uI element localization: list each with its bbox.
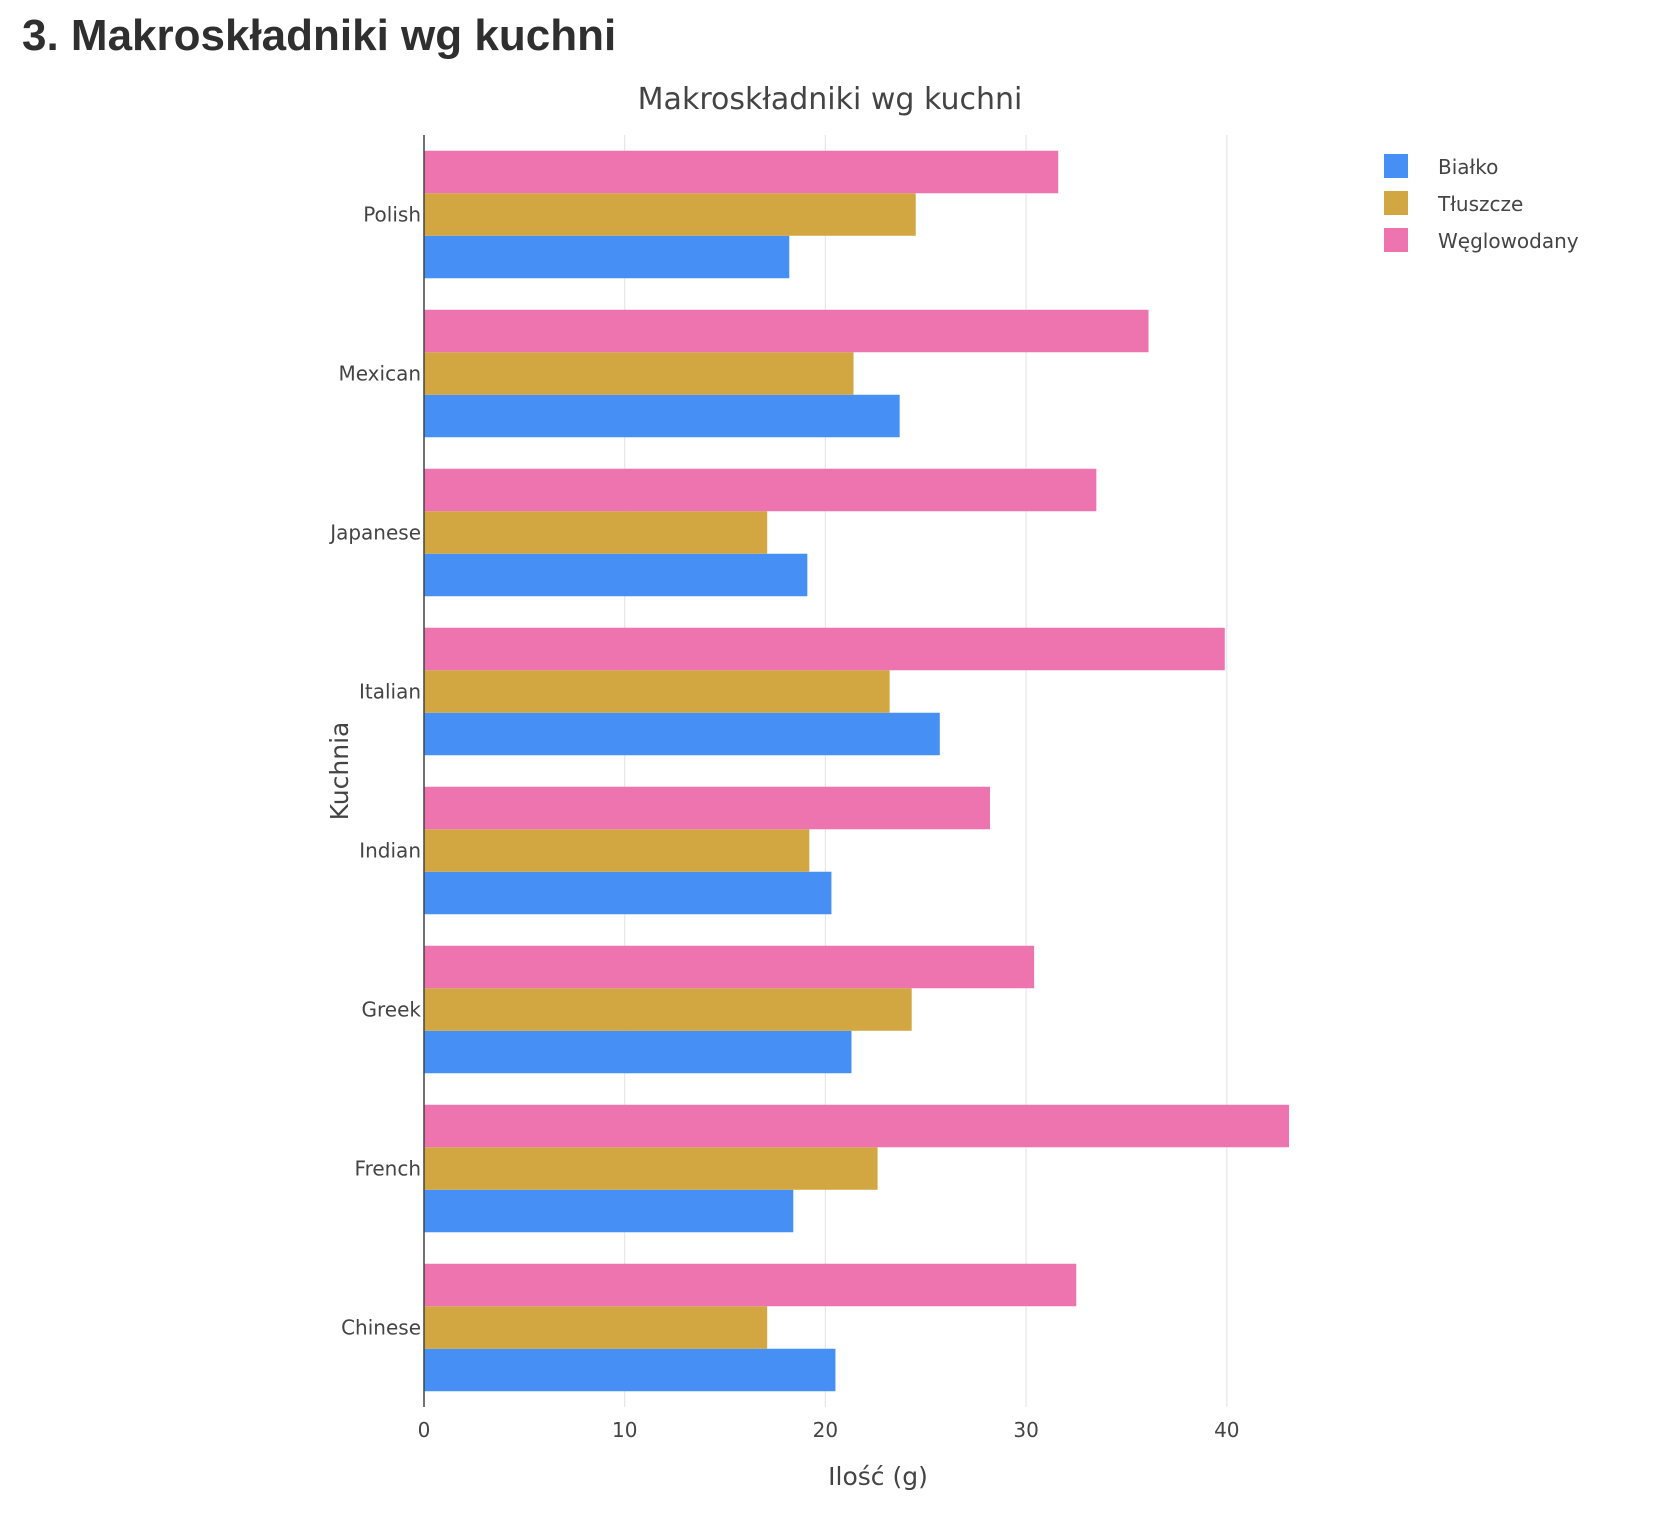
bar-białko[interactable]	[424, 871, 832, 915]
x-tick-label: 40	[1214, 1418, 1239, 1442]
bar-tłuszcze[interactable]	[424, 193, 916, 236]
bar-węglowodany[interactable]	[424, 468, 1097, 512]
bar-białko[interactable]	[424, 1348, 836, 1392]
bar-tłuszcze[interactable]	[424, 352, 854, 395]
y-tick-label: Indian	[359, 839, 421, 863]
x-tick-label: 20	[813, 1418, 838, 1442]
x-axis-title: Ilość (g)	[828, 1462, 928, 1491]
bar-węglowodany[interactable]	[424, 627, 1225, 671]
bar-tłuszcze[interactable]	[424, 670, 890, 713]
bar-tłuszcze[interactable]	[424, 1147, 878, 1190]
y-tick-label: Polish	[363, 203, 421, 227]
bar-białko[interactable]	[424, 394, 900, 438]
x-tick-label: 0	[418, 1418, 431, 1442]
page-heading: 3. Makroskładniki wg kuchni	[22, 11, 617, 60]
bars	[424, 150, 1290, 1392]
bar-tłuszcze[interactable]	[424, 829, 810, 872]
legend-swatch[interactable]	[1384, 154, 1408, 178]
bar-tłuszcze[interactable]	[424, 988, 912, 1031]
legend-label[interactable]: Tłuszcze	[1437, 192, 1523, 216]
bar-białko[interactable]	[424, 553, 808, 597]
x-tick-label: 30	[1013, 1418, 1038, 1442]
bar-tłuszcze[interactable]	[424, 511, 768, 554]
x-tick-labels: 0 10 20 30 40	[418, 1418, 1240, 1442]
bar-węglowodany[interactable]	[424, 309, 1149, 353]
y-tick-labels: Chinese French Greek Indian Italian Japanese M…	[328, 203, 421, 1340]
y-tick-label: French	[355, 1157, 421, 1181]
x-tick-label: 10	[612, 1418, 637, 1442]
bar-białko[interactable]	[424, 235, 790, 279]
legend-swatch[interactable]	[1384, 228, 1408, 252]
bar-węglowodany[interactable]	[424, 1263, 1077, 1307]
y-tick-label: Greek	[362, 998, 422, 1022]
legend-label[interactable]: Białko	[1438, 155, 1498, 179]
bar-białko[interactable]	[424, 1189, 794, 1233]
bar-tłuszcze[interactable]	[424, 1306, 768, 1349]
bar-węglowodany[interactable]	[424, 150, 1059, 194]
bar-białko[interactable]	[424, 712, 940, 756]
y-axis-title: Kuchnia	[325, 722, 354, 821]
chart-title: Makroskładniki wg kuchni	[638, 82, 1023, 117]
y-tick-label: Italian	[359, 680, 421, 704]
bar-węglowodany[interactable]	[424, 945, 1035, 989]
bar-węglowodany[interactable]	[424, 786, 990, 830]
y-tick-label: Japanese	[328, 521, 421, 545]
y-tick-label: Chinese	[341, 1316, 421, 1340]
legend-swatch[interactable]	[1384, 191, 1408, 215]
y-tick-label: Mexican	[338, 362, 421, 386]
bar-węglowodany[interactable]	[424, 1104, 1290, 1148]
legend[interactable]: Białko Tłuszcze Węglowodany	[1384, 154, 1579, 253]
bar-białko[interactable]	[424, 1030, 852, 1074]
legend-label[interactable]: Węglowodany	[1438, 229, 1579, 253]
